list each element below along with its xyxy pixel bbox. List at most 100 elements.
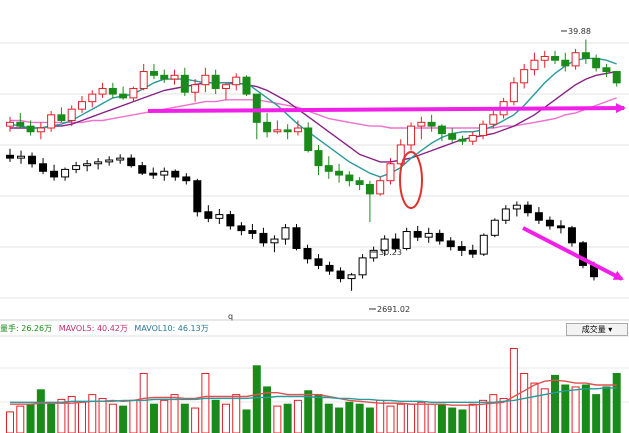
index-candle: [413, 225, 422, 241]
x-axis-label: q: [228, 312, 234, 321]
stock-candle: [252, 93, 261, 140]
index-candle-body: [468, 249, 477, 255]
stock-candle: [386, 158, 395, 185]
index-candle: [50, 164, 59, 181]
index-candle-body: [17, 155, 26, 159]
stock-candle: [180, 67, 189, 96]
index-candle-body: [226, 214, 235, 227]
index-candle-body: [545, 219, 554, 227]
stock-candle: [355, 176, 364, 191]
volume-legend: 量手: 26.26万 MAVOL5: 40.42万 MAVOL10: 46.13…: [0, 323, 629, 335]
index-candle-body: [347, 274, 356, 280]
volume-bar: [16, 405, 25, 433]
stock-candle-body: [160, 74, 169, 80]
index-candle-body: [259, 232, 268, 244]
volume-bar: [26, 403, 35, 433]
stock-candle: [221, 82, 230, 100]
stock-candle-body: [448, 133, 457, 140]
volume-bar: [160, 399, 169, 433]
index-candle: [292, 224, 301, 251]
index-candle: [259, 227, 268, 247]
volume-bar: [499, 397, 508, 433]
index-candle-body: [391, 238, 400, 249]
index-candle: [402, 227, 411, 251]
stock-candle: [468, 131, 477, 145]
index-candle: [512, 201, 521, 217]
index-candle: [468, 244, 477, 258]
index-candle: [391, 233, 400, 253]
stock-candle: [376, 176, 385, 196]
index-candle-body: [479, 234, 488, 255]
index-candle-body: [160, 170, 169, 176]
stock-candle: [581, 39, 590, 64]
index-candle: [61, 167, 70, 181]
index-candle-body: [171, 170, 180, 178]
index-low-label: 2691.02: [377, 305, 410, 314]
stock-candle: [530, 52, 539, 76]
volume-bar: [119, 405, 128, 433]
volume-bar: [98, 397, 107, 433]
volume-bar: [561, 384, 570, 433]
stock-candle: [365, 180, 374, 223]
stock-candle: [16, 112, 25, 128]
volume-bar: [47, 403, 56, 433]
volume-bar: [232, 394, 241, 433]
index-candle-body: [567, 227, 576, 244]
index-candle-body: [248, 230, 257, 234]
stock-candle: [98, 82, 107, 98]
index-candle-body: [435, 232, 444, 242]
volume-bar: [520, 372, 529, 433]
volume-bar: [77, 401, 86, 433]
mavol5-legend: MAVOL5: 40.42万: [58, 324, 128, 333]
stock-candle: [540, 50, 549, 68]
stock-candle-body: [571, 52, 580, 67]
index-candle-body: [402, 231, 411, 249]
stock-candle-body: [561, 59, 570, 67]
indicator-dropdown[interactable]: 成交量 ▾: [566, 323, 628, 336]
stock-candle-body: [458, 138, 467, 142]
stock-candle: [561, 52, 570, 72]
volume-value-legend: 量手: 26.26万: [0, 324, 53, 333]
index-candle: [578, 240, 587, 269]
volume-bar: [335, 407, 344, 433]
stock-candle: [592, 54, 601, 72]
index-candle-body: [556, 225, 565, 229]
stock-candle: [67, 105, 76, 127]
index-candle-body: [138, 165, 147, 174]
index-candle-body: [512, 204, 521, 210]
volume-bar: [376, 399, 385, 433]
volume-bar: [365, 407, 374, 433]
index-candle-body: [325, 264, 334, 272]
index-candle: [6, 148, 14, 162]
stock-candle: [448, 128, 457, 144]
index-candle-body: [6, 154, 14, 159]
index-candle: [424, 227, 433, 243]
stock-candle: [489, 111, 498, 128]
stock-candle-body: [365, 183, 374, 195]
volume-bar: [581, 384, 590, 433]
index-candle: [105, 156, 114, 166]
stock-candle-body: [540, 55, 549, 61]
stock-candle: [57, 107, 66, 123]
stock-candle: [479, 120, 488, 140]
index-candle-body: [424, 232, 433, 238]
stock-candle-body: [211, 74, 220, 89]
stock-candle: [170, 69, 179, 85]
volume-bar: [468, 403, 477, 433]
index-candle-body: [446, 240, 455, 248]
stock-candle-body: [293, 127, 302, 133]
ma-line-purple: [10, 70, 617, 163]
volume-bar: [36, 389, 45, 433]
index-candle-body: [534, 212, 543, 221]
index-candle: [226, 210, 235, 230]
index-candle: [347, 272, 356, 291]
stock-candle: [612, 71, 621, 87]
stock-candle: [602, 64, 611, 78]
volume-bar: [149, 403, 158, 433]
stock-candle: [129, 86, 138, 102]
index-candle: [215, 208, 224, 224]
stock-candles: [6, 39, 621, 223]
stock-candle-body: [129, 87, 138, 99]
volume-bar: [221, 403, 230, 433]
